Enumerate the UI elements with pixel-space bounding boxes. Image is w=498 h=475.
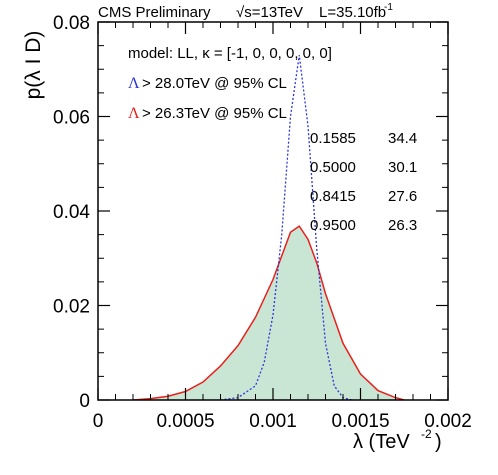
legend-blue-symbol: Λ bbox=[128, 75, 140, 92]
x-axis-label: λ (TeV bbox=[353, 431, 410, 453]
quantile-table: 0.1585 34.4 0.5000 30.1 0.8415 27.6 0.9500 26.3 bbox=[310, 130, 417, 234]
quantile-lambda: 30.1 bbox=[388, 159, 417, 176]
x-axis-label-exponent: -2 bbox=[421, 427, 432, 441]
x-tick-label: 0.0015 bbox=[331, 411, 389, 432]
quantile-lambda: 27.6 bbox=[388, 188, 417, 205]
quantile-probability: 0.9500 bbox=[310, 217, 356, 234]
y-tick-label: 0.02 bbox=[53, 297, 90, 318]
quantile-lambda: 34.4 bbox=[388, 130, 417, 147]
y-axis-label: p(λ I D) bbox=[22, 31, 45, 100]
posterior-line bbox=[132, 225, 405, 400]
y-tick-label: 0.06 bbox=[53, 108, 90, 129]
header-prelim: CMS Preliminary bbox=[98, 4, 211, 21]
x-tick-label: 0.001 bbox=[249, 411, 297, 432]
header-energy: √s=13TeV bbox=[236, 4, 303, 21]
y-tick-label: 0.04 bbox=[53, 202, 90, 223]
quantile-lambda: 26.3 bbox=[388, 217, 417, 234]
x-axis-label-close: ) bbox=[435, 431, 442, 453]
x-tick-label: 0.0005 bbox=[156, 411, 214, 432]
quantile-probability: 0.8415 bbox=[310, 188, 356, 205]
legend-model-text: model: LL, κ = [-1, 0, 0, 0, 0, 0] bbox=[128, 45, 332, 62]
header-lumi: L=35.10fb bbox=[319, 4, 386, 21]
quantile-probability: 0.5000 bbox=[310, 159, 356, 176]
header-lumi-exponent: -1 bbox=[384, 2, 393, 13]
y-tick-label: 0 bbox=[79, 391, 90, 412]
x-tick-label: 0 bbox=[93, 411, 104, 432]
legend-blue-text: > 28.0TeV @ 95% CL bbox=[142, 75, 287, 92]
legend-red-text: > 26.3TeV @ 95% CL bbox=[142, 105, 287, 122]
x-tick-label: 0.002 bbox=[424, 411, 472, 432]
quantile-probability: 0.1585 bbox=[310, 130, 356, 147]
legend-red-symbol: Λ bbox=[128, 105, 140, 122]
y-tick-label: 0.08 bbox=[53, 13, 90, 34]
posterior-area bbox=[133, 226, 405, 400]
